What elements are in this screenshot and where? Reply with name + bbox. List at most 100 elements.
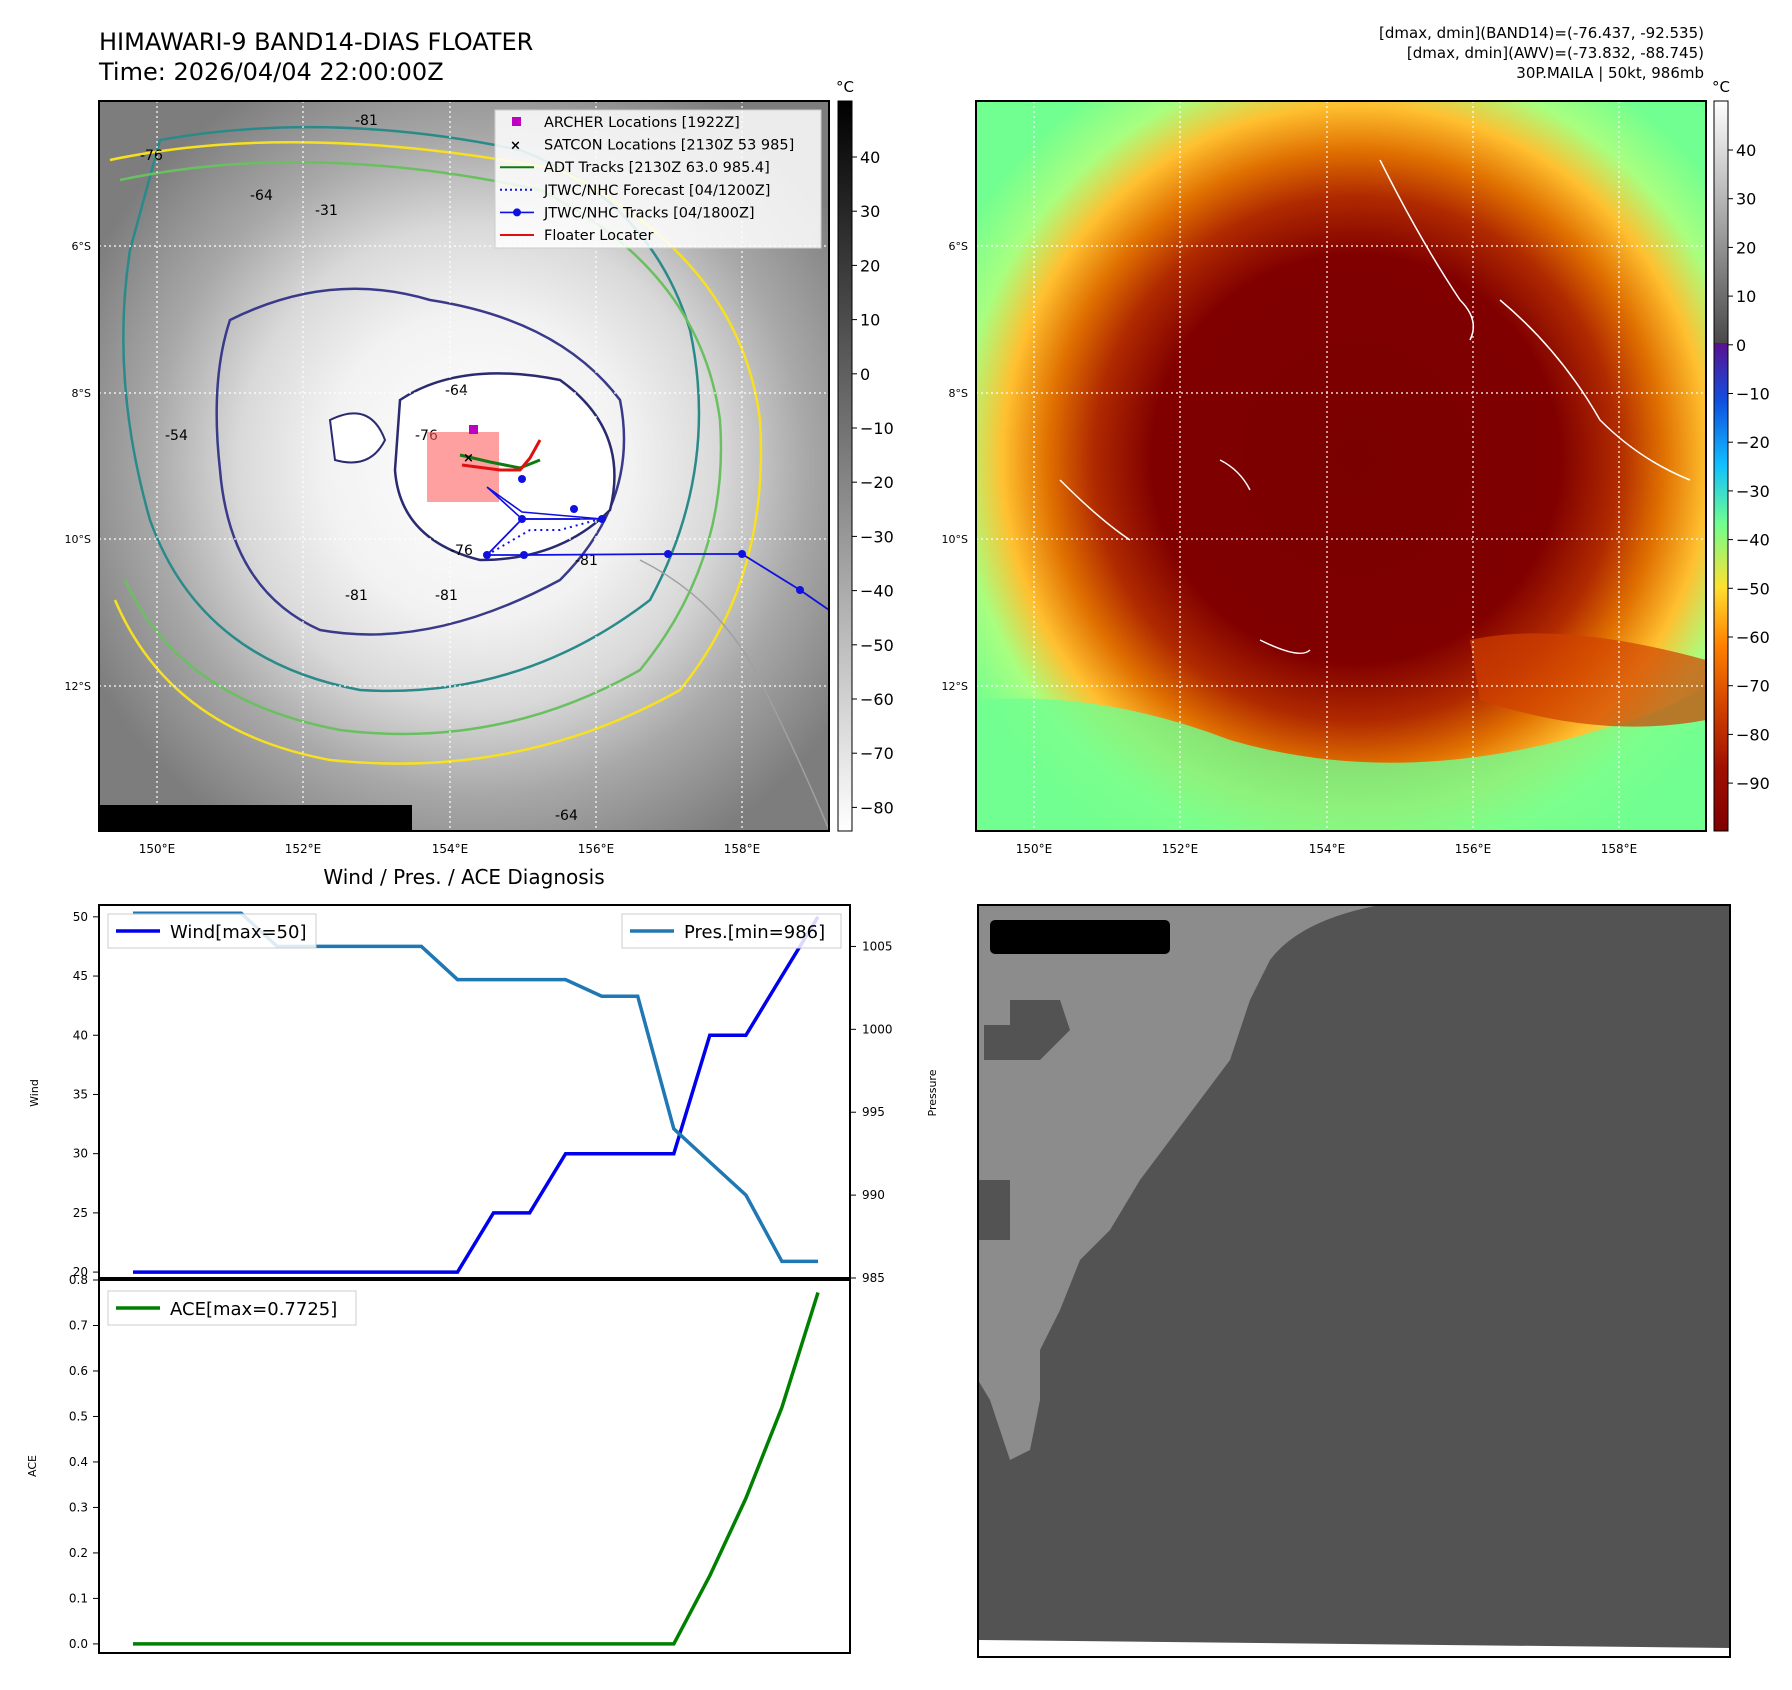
ir-colorbar: °C 40 30 20 10 0 −10 −20 −30 −40 −50 −60 −70 −80 <box>836 78 894 832</box>
info-awv: [dmax, dmin](AWV)=(-73.832, -88.745) <box>1407 44 1704 62</box>
info-band14: [dmax, dmin](BAND14)=(-76.437, -92.535) <box>1379 24 1704 42</box>
awv-colorbar-frame <box>1713 100 1729 832</box>
floater-track <box>461 439 542 472</box>
legend-label: JTWC/NHC Forecast [04/1200Z] <box>543 183 770 199</box>
copyright-box <box>99 805 412 831</box>
colorbar-tick-label: −80 <box>860 798 894 817</box>
wmg-panel: WMG Count: 0 <box>977 904 1731 1658</box>
ir-colorbar-ramp <box>837 100 853 832</box>
awv-features <box>976 159 1706 831</box>
lon-label: 150°E <box>1016 842 1053 856</box>
y-tick-label: 0.6 <box>69 1364 88 1378</box>
lon-label: 154°E <box>1309 842 1346 856</box>
colorbar-tick-label: 30 <box>860 202 880 221</box>
lat-label: 8°S <box>949 387 968 400</box>
lat-label: 6°S <box>72 240 91 253</box>
ir-colorbar-unit: °C <box>836 78 854 96</box>
colorbar-tick-label: 40 <box>860 148 880 167</box>
y-tick-right-label: 995 <box>862 1105 885 1119</box>
lon-label: 156°E <box>1455 842 1492 856</box>
colorbar-tick-label: 10 <box>860 311 880 330</box>
contour-cell <box>328 412 387 464</box>
jtwc-forecast <box>486 518 601 556</box>
y-tick-label: 50 <box>73 910 88 924</box>
y-tick-label: 0.0 <box>69 1637 88 1651</box>
y-tick-label: 0.5 <box>69 1409 88 1423</box>
colorbar-tick-label: −40 <box>860 582 894 601</box>
lon-label: 158°E <box>724 842 761 856</box>
wind-series-line <box>133 915 820 1274</box>
lon-label: 154°E <box>432 842 469 856</box>
ace-legend-label: ACE[max=0.7725] <box>170 1299 337 1320</box>
contour-mid <box>119 160 723 736</box>
legend-square-icon <box>512 117 521 126</box>
y-tick-label: 0.8 <box>69 1273 88 1287</box>
contour-label-9: -81 <box>435 588 458 604</box>
colorbar-tick-label: 0 <box>1736 336 1746 355</box>
contour-label-4: -54 <box>165 428 188 444</box>
y-tick-label: 0.4 <box>69 1455 88 1469</box>
lat-label: 10°S <box>65 533 91 546</box>
y-tick-right-label: 990 <box>862 1188 885 1202</box>
jtwc-track <box>484 518 830 611</box>
colorbar-tick-label: −50 <box>1736 579 1770 598</box>
awv-colorbar: °C 40 30 20 10 0 −10 −20 −30 −40 −50 −60 −70 −80 −90 <box>1712 78 1770 832</box>
contour-core <box>393 372 616 562</box>
contour-label-10: -76 <box>450 543 473 559</box>
wmg-light-region <box>978 905 1380 1460</box>
chart-title: Wind / Pres. / ACE Diagnosis <box>323 865 604 889</box>
lon-label: 156°E <box>578 842 615 856</box>
lon-label: 158°E <box>1601 842 1638 856</box>
jtwc-track-points <box>483 475 804 594</box>
legend-entry: Floater Locater <box>500 228 653 244</box>
adt-track <box>459 453 541 470</box>
y-tick-right-label: 985 <box>862 1271 885 1285</box>
wind-pressure-chart: Wind / Pres. / ACE Diagnosis Wind Pressu… <box>28 865 939 1285</box>
colorbar-tick-label: −60 <box>1736 628 1770 647</box>
colorbar-tick-label: −10 <box>860 419 894 438</box>
colorbar-tick-label: −20 <box>1736 433 1770 452</box>
colorbar-tick-label: 10 <box>1736 287 1756 306</box>
coastline <box>639 559 829 831</box>
wind-legend-label: Wind[max=50] <box>170 922 307 943</box>
colorbar-tick-label: 40 <box>1736 141 1756 160</box>
y-tick-right-label: 1005 <box>862 939 893 953</box>
colorbar-tick-label: 30 <box>1736 190 1756 209</box>
wmg-badge <box>990 920 1170 954</box>
colorbar-tick-label: 20 <box>860 256 880 275</box>
awv-dry-south <box>976 680 1706 831</box>
contour-label-6: -64 <box>445 383 468 399</box>
y-tick-right-label: 1000 <box>862 1022 893 1036</box>
legend-dot-icon <box>513 208 521 217</box>
awv-band <box>1470 633 1706 727</box>
colorbar-tick-label: −30 <box>1736 482 1770 501</box>
y-tick-label: 45 <box>73 969 88 983</box>
colorbar-tick-label: −50 <box>860 636 894 655</box>
y-tick-label: 30 <box>73 1147 88 1161</box>
contour-label-8: -81 <box>345 588 368 604</box>
colorbar-tick-label: −40 <box>1736 531 1770 550</box>
contour-label-3: -81 <box>355 113 378 129</box>
wmg-dark-patch-2 <box>978 1180 1010 1240</box>
awv-gridlines: 6°S 8°S 10°S 12°S 150°E 152°E 154°E 156°E 158°E <box>942 101 1706 856</box>
contour-label-2: -64 <box>250 188 273 204</box>
y-tick-label: 20 <box>73 1265 88 1279</box>
ir-map: -76 -64 -81 -54 -31 -64 -76 -81 -81 -76 … <box>65 100 830 856</box>
copyright: Copyright © 2020-2026 Dapiya <box>104 810 366 828</box>
legend-entry: × SATCON Locations [2130Z 53 985] <box>510 138 794 154</box>
figure-title: HIMAWARI-9 BAND14-DIAS FLOATER <box>99 28 533 56</box>
ace-axis-label: ACE <box>26 1455 39 1477</box>
ir-map-frame <box>98 100 830 832</box>
contour-label-5: -31 <box>315 203 338 219</box>
awv-map-frame <box>975 100 1707 832</box>
y-tick-label: 0.7 <box>69 1318 88 1332</box>
lat-label: 6°S <box>949 240 968 253</box>
map-legend <box>494 109 822 249</box>
legend-label: JTWC/NHC Tracks [04/1800Z] <box>543 205 755 221</box>
pressure-legend-label: Pres.[min=986] <box>684 922 825 943</box>
awv-colorbar-unit: °C <box>1712 78 1730 96</box>
satcon-marker: × <box>463 451 474 466</box>
colorbar-tick-label: 20 <box>1736 238 1756 257</box>
colorbar-tick-label: −30 <box>860 527 894 546</box>
